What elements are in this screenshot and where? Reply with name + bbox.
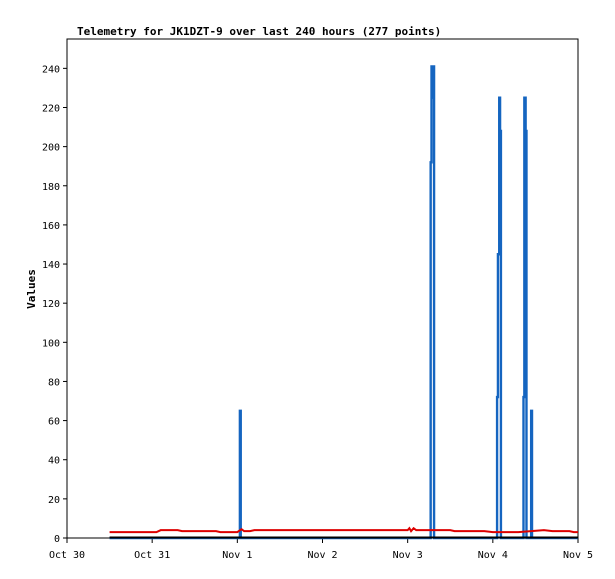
y-tick-label: 80 xyxy=(48,377,60,388)
x-tick-label: Nov 5 xyxy=(563,550,593,561)
y-axis: 0 20 40 60 80 100 120 140 160 180 200 220 240 xyxy=(42,64,67,545)
y-tick-label: 140 xyxy=(42,260,60,271)
chart-title: Telemetry for JK1DZT-9 over last 240 hou… xyxy=(77,25,441,38)
y-tick-label: 100 xyxy=(42,338,60,349)
x-tick-label: Nov 2 xyxy=(307,550,337,561)
series-layer xyxy=(109,65,578,540)
x-tick-label: Nov 4 xyxy=(478,550,508,561)
y-tick-label: 240 xyxy=(42,64,60,75)
y-tick-label: 40 xyxy=(48,456,60,467)
x-tick-label: Oct 30 xyxy=(49,550,85,561)
y-axis-label: Values xyxy=(25,269,38,309)
y-tick-label: 20 xyxy=(48,495,60,506)
y-tick-label: 0 xyxy=(54,534,60,545)
x-axis: Oct 30 Oct 31 Nov 1 Nov 2 Nov 3 Nov 4 Nov 5 xyxy=(49,538,593,561)
y-tick-label: 60 xyxy=(48,417,60,428)
y-tick-label: 160 xyxy=(42,221,60,232)
y-tick-label: 220 xyxy=(42,103,60,114)
y-tick-label: 120 xyxy=(42,299,60,310)
series-line-0 xyxy=(109,65,578,540)
series-line-1 xyxy=(109,526,578,534)
y-tick-label: 180 xyxy=(42,182,60,193)
y-tick-label: 200 xyxy=(42,143,60,154)
x-tick-label: Oct 31 xyxy=(134,550,170,561)
x-tick-label: Nov 3 xyxy=(393,550,423,561)
x-tick-label: Nov 1 xyxy=(222,550,252,561)
